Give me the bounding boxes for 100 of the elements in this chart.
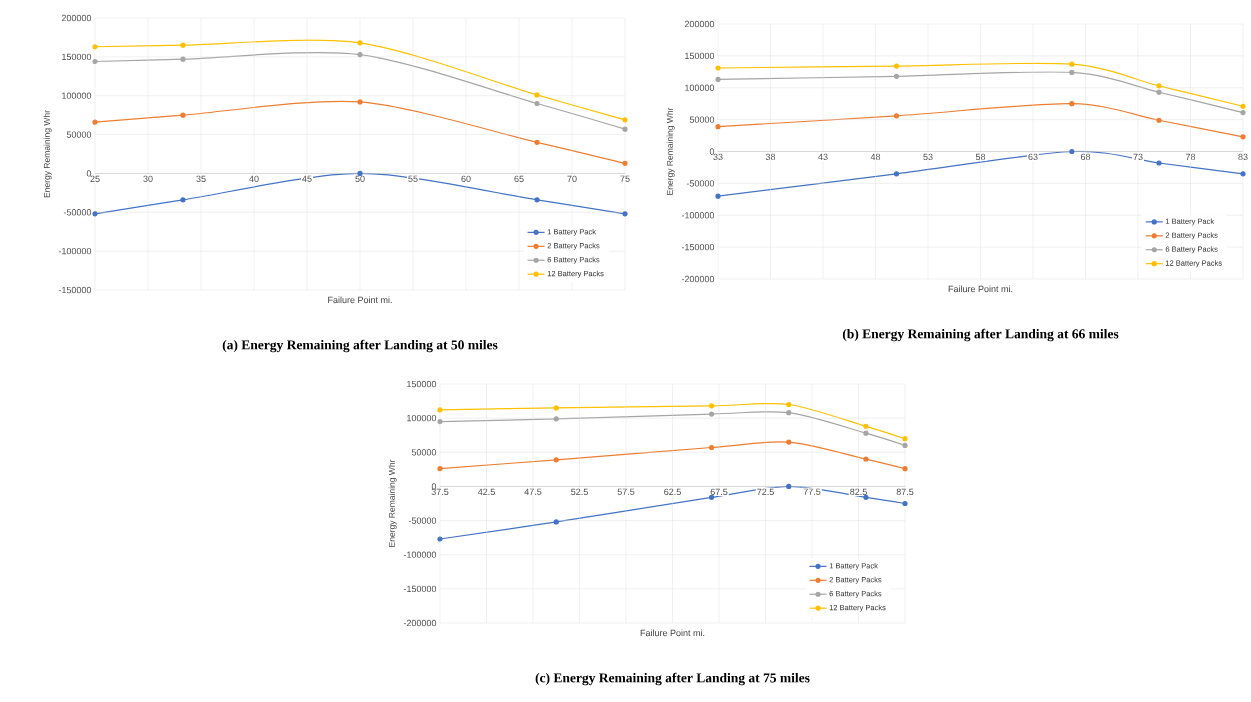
x-axis-title: Failure Point mi. (640, 629, 705, 637)
y-tick-label: 150000 (407, 380, 437, 388)
y-tick-label: 0 (431, 483, 437, 490)
text: (a) Energy Remaining after Landing at 50 miles (222, 339, 498, 353)
x-axis-title: Failure Point mi. (948, 285, 1013, 293)
x-tick-label: 30 (143, 175, 153, 183)
x-tick-label: 70 (567, 175, 577, 183)
y-tick-label: 200000 (684, 20, 715, 28)
point (786, 401, 792, 408)
point (92, 58, 98, 65)
x-tick-label: 35 (196, 175, 206, 183)
x-tick-label: 25 (90, 175, 100, 183)
point (786, 483, 792, 490)
y-axis-title: Energy Remaining Whr (666, 107, 675, 195)
point (715, 193, 721, 199)
point (180, 42, 186, 48)
x-tick-label: 33 (713, 153, 723, 161)
point (92, 211, 98, 217)
x-tick-label: 65 (514, 175, 524, 183)
x-tick-label: 58 (975, 153, 986, 161)
y-tick-label: 150000 (62, 53, 92, 61)
point (357, 40, 363, 46)
x-tick-label: 47.5 (524, 488, 542, 495)
point (902, 442, 908, 449)
x-tick-label: 45 (302, 175, 312, 182)
point (437, 466, 443, 472)
point (1069, 148, 1075, 155)
x-axis-title: Failure Point mi. (328, 296, 392, 304)
x-tick-label: 57.5 (617, 488, 635, 495)
point (1240, 171, 1246, 177)
x-tick-label: 75 (620, 175, 630, 182)
y-tick-label: -100000 (403, 551, 437, 558)
point (1156, 83, 1162, 89)
point (786, 410, 792, 416)
point (1240, 110, 1246, 116)
point (622, 117, 628, 123)
x-tick-label: 37.5 (431, 488, 449, 496)
x-tick-label: 40 (249, 175, 259, 183)
x-tick-label: 77.5 (803, 488, 821, 495)
point (1069, 69, 1075, 76)
point (553, 519, 559, 525)
y-tick-label: 50000 (689, 116, 715, 123)
point (553, 405, 559, 411)
point (863, 456, 869, 462)
x-tick-label: 82.5 (850, 488, 867, 496)
y-tick-label: -50000 (408, 517, 437, 524)
x-tick-label: 63 (1028, 153, 1038, 161)
point (534, 139, 540, 145)
point (622, 160, 628, 166)
y-tick-label: 50000 (411, 449, 437, 456)
y-tick-label: 150000 (685, 52, 715, 60)
y-tick-label: -150000 (681, 243, 715, 251)
y-tick-label: -150000 (403, 585, 437, 593)
point (708, 444, 715, 451)
point (1156, 89, 1162, 95)
point (786, 439, 792, 445)
x-tick-label: 55 (408, 175, 418, 182)
point (1240, 134, 1246, 140)
y-tick-label: -50000 (63, 209, 92, 216)
point (622, 211, 628, 217)
y-tick-label: -50000 (686, 180, 715, 187)
point (553, 457, 559, 463)
point (92, 44, 98, 50)
point (553, 416, 559, 422)
x-tick-label: 52.5 (571, 488, 588, 496)
point (902, 466, 908, 472)
y-tick-label: 0 (709, 148, 715, 155)
point (437, 407, 443, 413)
point (708, 403, 715, 409)
point (92, 119, 98, 125)
point (715, 65, 721, 71)
y-tick-label: 100000 (685, 84, 715, 91)
point (715, 76, 721, 83)
point (1240, 103, 1246, 109)
point (902, 500, 908, 507)
point (534, 197, 540, 203)
y-tick-label: 100000 (62, 92, 92, 99)
x-tick-label: 87.5 (896, 488, 914, 496)
point (715, 124, 721, 130)
x-tick-label: 42.5 (477, 488, 495, 496)
y-tick-label: 50000 (66, 131, 92, 138)
x-tick-label: 50 (355, 175, 365, 183)
point (357, 51, 363, 58)
x-tick-label: 73 (1133, 153, 1143, 161)
point (180, 112, 186, 118)
x-tick-label: 53 (923, 153, 933, 161)
y-tick-label: -100000 (681, 212, 715, 219)
point (180, 197, 186, 203)
y-tick-label: 100000 (407, 414, 437, 422)
x-tick-label: 62.5 (664, 488, 681, 496)
point (1156, 160, 1162, 166)
point (1156, 117, 1162, 123)
x-tick-label: 67.5 (710, 488, 728, 496)
y-tick-label: -150000 (58, 286, 92, 294)
text: (b) Energy Remaining after Landing at 66 miles (842, 328, 1119, 342)
x-tick-label: 38 (765, 153, 776, 161)
y-tick-label: -200000 (681, 275, 715, 283)
point (893, 73, 900, 79)
point (893, 171, 900, 177)
point (180, 56, 186, 62)
